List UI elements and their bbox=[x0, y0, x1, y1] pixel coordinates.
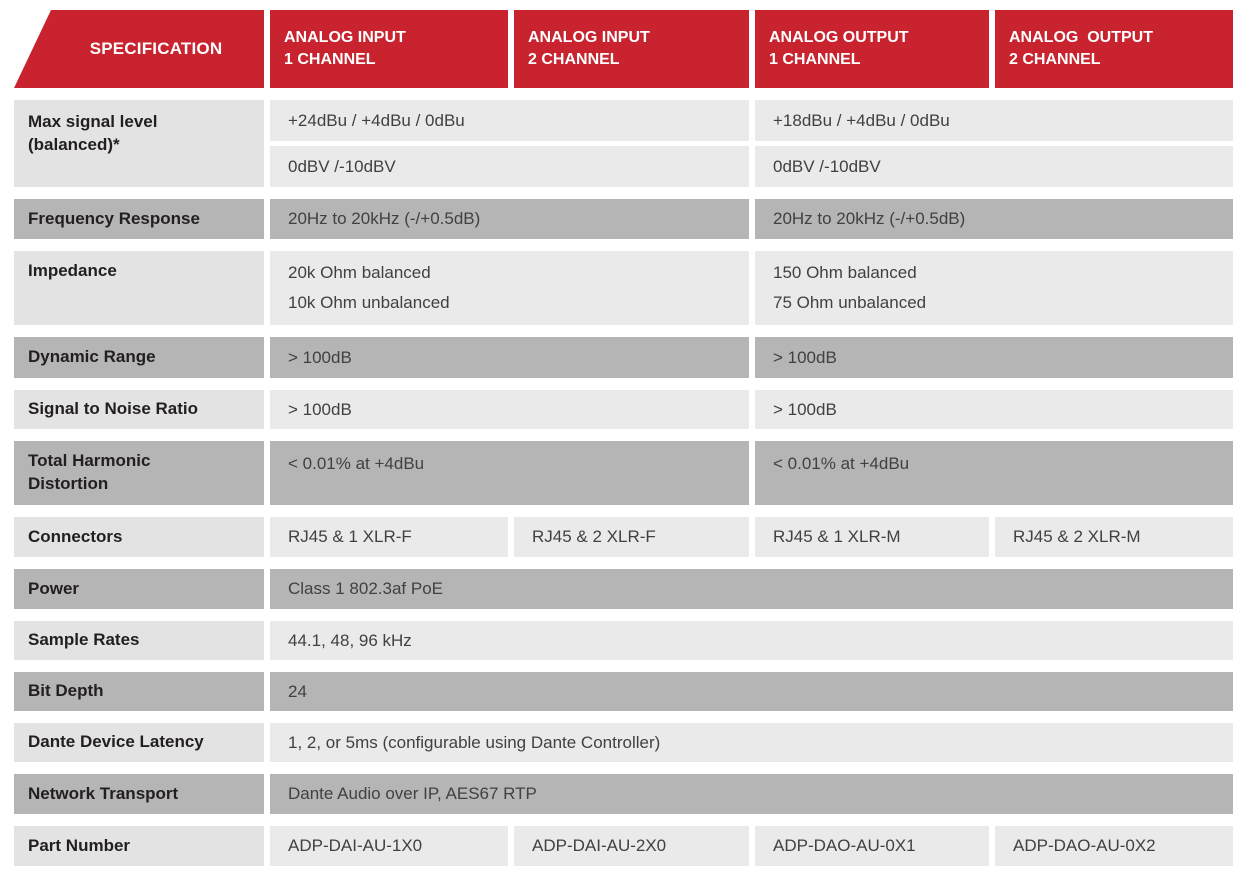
table-row-connectors: Connectors RJ45 & 1 XLR-F RJ45 & 2 XLR-F… bbox=[14, 517, 1233, 557]
cell-snr-input: > 100dB bbox=[270, 390, 749, 429]
column-header-analog-input-1ch: ANALOG INPUT 1 CHANNEL bbox=[270, 10, 508, 88]
cell-latency-value: 1, 2, or 5ms (configurable using Dante C… bbox=[270, 723, 1233, 762]
cell-max-signal-output-dbu: +18dBu / +4dBu / 0dBu bbox=[755, 100, 1233, 141]
cell-max-signal-input-dbv: 0dBV /-10dBV bbox=[270, 146, 749, 187]
cell-snr-output: > 100dB bbox=[755, 390, 1233, 429]
row-label-frequency-response: Frequency Response bbox=[14, 199, 264, 239]
cell-connectors-input-1ch: RJ45 & 1 XLR-F bbox=[270, 517, 508, 557]
cell-max-signal-output-dbv: 0dBV /-10dBV bbox=[755, 146, 1233, 187]
cell-max-signal-input-dbu: +24dBu / +4dBu / 0dBu bbox=[270, 100, 749, 141]
table-row-dynamic-range: Dynamic Range > 100dB > 100dB bbox=[14, 337, 1233, 378]
cell-dynamic-range-input: > 100dB bbox=[270, 337, 749, 378]
table-row-power: Power Class 1 802.3af PoE bbox=[14, 569, 1233, 609]
cell-part-number-input-1ch: ADP-DAI-AU-1X0 bbox=[270, 826, 508, 866]
specification-header-label: SPECIFICATION bbox=[89, 39, 223, 58]
cell-dynamic-range-output: > 100dB bbox=[755, 337, 1233, 378]
cell-part-number-input-2ch: ADP-DAI-AU-2X0 bbox=[514, 826, 749, 866]
row-label-power: Power bbox=[14, 569, 264, 609]
row-label-network-transport: Network Transport bbox=[14, 774, 264, 814]
table-row-sample-rates: Sample Rates 44.1, 48, 96 kHz bbox=[14, 621, 1233, 660]
table-row-network-transport: Network Transport Dante Audio over IP, A… bbox=[14, 774, 1233, 814]
cell-connectors-input-2ch: RJ45 & 2 XLR-F bbox=[514, 517, 749, 557]
row-label-sample-rates: Sample Rates bbox=[14, 621, 264, 660]
cell-frequency-response-output: 20Hz to 20kHz (-/+0.5dB) bbox=[755, 199, 1233, 239]
cell-thd-output: < 0.01% at +4dBu bbox=[755, 441, 1233, 505]
cell-bit-depth-value: 24 bbox=[270, 672, 1233, 711]
row-label-signal-to-noise: Signal to Noise Ratio bbox=[14, 390, 264, 429]
table-row-part-number: Part Number ADP-DAI-AU-1X0 ADP-DAI-AU-2X… bbox=[14, 826, 1233, 866]
table-row-impedance: Impedance 20k Ohm balanced 10k Ohm unbal… bbox=[14, 251, 1233, 325]
row-label-part-number: Part Number bbox=[14, 826, 264, 866]
cell-sample-rates-value: 44.1, 48, 96 kHz bbox=[270, 621, 1233, 660]
cell-power-value: Class 1 802.3af PoE bbox=[270, 569, 1233, 609]
row-label-dante-device-latency: Dante Device Latency bbox=[14, 723, 264, 762]
table-row-total-harmonic-distortion: Total Harmonic Distortion < 0.01% at +4d… bbox=[14, 441, 1233, 505]
max-signal-input-subcolumn: +24dBu / +4dBu / 0dBu 0dBV /-10dBV bbox=[270, 100, 749, 187]
cell-frequency-response-input: 20Hz to 20kHz (-/+0.5dB) bbox=[270, 199, 749, 239]
cell-connectors-output-1ch: RJ45 & 1 XLR-M bbox=[755, 517, 989, 557]
table-row-signal-to-noise: Signal to Noise Ratio > 100dB > 100dB bbox=[14, 390, 1233, 429]
table-row-max-signal-level: Max signal level (balanced)* +24dBu / +4… bbox=[14, 100, 1233, 187]
row-label-impedance: Impedance bbox=[14, 251, 264, 325]
table-header-row: SPECIFICATION ANALOG INPUT 1 CHANNEL ANA… bbox=[14, 10, 1233, 88]
cell-connectors-output-2ch: RJ45 & 2 XLR-M bbox=[995, 517, 1233, 557]
column-header-specification: SPECIFICATION bbox=[14, 10, 264, 88]
table-row-bit-depth: Bit Depth 24 bbox=[14, 672, 1233, 711]
cell-part-number-output-2ch: ADP-DAO-AU-0X2 bbox=[995, 826, 1233, 866]
row-label-bit-depth: Bit Depth bbox=[14, 672, 264, 711]
table-row-frequency-response: Frequency Response 20Hz to 20kHz (-/+0.5… bbox=[14, 199, 1233, 239]
cell-impedance-input: 20k Ohm balanced 10k Ohm unbalanced bbox=[270, 251, 749, 325]
column-header-analog-output-1ch: ANALOG OUTPUT 1 CHANNEL bbox=[755, 10, 989, 88]
column-header-analog-output-2ch: ANALOG OUTPUT 2 CHANNEL bbox=[995, 10, 1233, 88]
row-label-thd: Total Harmonic Distortion bbox=[14, 441, 264, 505]
cell-part-number-output-1ch: ADP-DAO-AU-0X1 bbox=[755, 826, 989, 866]
row-label-dynamic-range: Dynamic Range bbox=[14, 337, 264, 378]
row-label-connectors: Connectors bbox=[14, 517, 264, 557]
max-signal-output-subcolumn: +18dBu / +4dBu / 0dBu 0dBV /-10dBV bbox=[755, 100, 1233, 187]
row-label-max-signal-level: Max signal level (balanced)* bbox=[14, 100, 264, 187]
column-header-analog-input-2ch: ANALOG INPUT 2 CHANNEL bbox=[514, 10, 749, 88]
table-row-dante-device-latency: Dante Device Latency 1, 2, or 5ms (confi… bbox=[14, 723, 1233, 762]
cell-network-transport-value: Dante Audio over IP, AES67 RTP bbox=[270, 774, 1233, 814]
cell-impedance-output: 150 Ohm balanced 75 Ohm unbalanced bbox=[755, 251, 1233, 325]
cell-thd-input: < 0.01% at +4dBu bbox=[270, 441, 749, 505]
